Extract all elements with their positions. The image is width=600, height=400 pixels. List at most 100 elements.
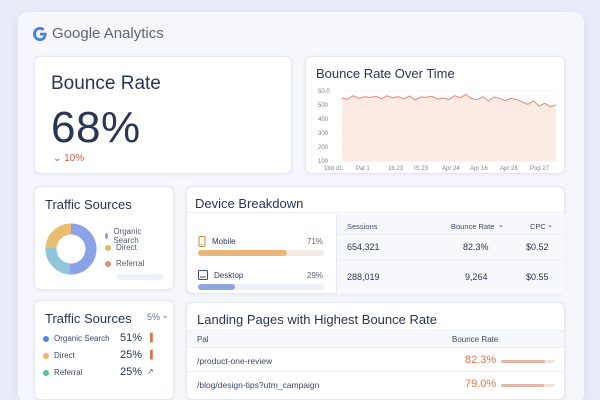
landing-pages-card[interactable]: Landing Pages with Highest Bounce Rate bbox=[186, 302, 565, 400]
col-header-bounce-rate[interactable]: Bounce Rate bbox=[452, 335, 499, 344]
traffic-sources-badge: 5% bbox=[147, 312, 161, 322]
mobile-bar-fill bbox=[198, 250, 288, 256]
x-tick-label: Pal 1 bbox=[356, 166, 370, 172]
y-tick-label: 50.0 bbox=[318, 89, 330, 95]
bar-chart-icon: ▐ bbox=[147, 333, 153, 342]
desktop-icon bbox=[198, 270, 208, 280]
table-cell: 82.3% bbox=[463, 242, 489, 252]
col-header-bounce-rate[interactable]: Bounce Rate bbox=[451, 222, 495, 231]
table-cell: $0.52 bbox=[526, 242, 549, 252]
y-tick-label: 200 bbox=[318, 145, 329, 151]
google-logo-icon bbox=[33, 26, 47, 41]
divider bbox=[337, 234, 564, 235]
x-tick-label: 1b 23 bbox=[388, 166, 404, 172]
traffic-source-row[interactable]: Organic Search bbox=[43, 334, 110, 343]
x-tick-label: Apr 16 bbox=[470, 166, 488, 172]
legend-dot-icon bbox=[43, 335, 49, 342]
bar-chart-icon: ▐ bbox=[147, 350, 153, 359]
landing-page-rate: 79.0% bbox=[465, 378, 497, 390]
legend-dot-icon bbox=[105, 233, 109, 239]
divider bbox=[187, 371, 564, 372]
desktop-bar-fill bbox=[198, 284, 235, 290]
series-area bbox=[342, 94, 556, 161]
legend-dot-icon bbox=[43, 352, 49, 359]
bounce-rate-delta: ⌄ 10% bbox=[53, 153, 84, 164]
bounce-rate-title: Bounce Rate bbox=[51, 73, 161, 94]
landing-page-path[interactable]: /blog/design-tips?utm_campaign bbox=[197, 380, 320, 390]
legend-dot-icon bbox=[105, 260, 111, 267]
traffic-source-value: 51% bbox=[120, 332, 143, 344]
traffic-source-value: 25% bbox=[120, 349, 143, 361]
app-header: Google Analytics bbox=[32, 25, 164, 42]
traffic-source-label: Direct bbox=[54, 351, 75, 360]
landing-rate-bar bbox=[501, 360, 555, 363]
x-tick-label: Apr 24 bbox=[442, 166, 460, 172]
table-cell: 288,019 bbox=[347, 272, 380, 282]
col-header-sessions[interactable]: Sessions bbox=[347, 222, 378, 231]
device-label: Desktop bbox=[214, 270, 244, 280]
traffic-source-label: Referral bbox=[54, 368, 83, 377]
device-row-mobile[interactable]: Mobile bbox=[198, 236, 236, 247]
bounce-rate-card[interactable]: Bounce Rate 68% ⌄ 10% bbox=[34, 56, 292, 174]
chevron-down-icon[interactable]: ⌄ bbox=[498, 222, 504, 229]
device-pct: 29% bbox=[307, 271, 324, 280]
x-tick-label: Pop 27 bbox=[530, 166, 550, 172]
donut-chart bbox=[45, 223, 97, 275]
legend-label: Organic Search bbox=[113, 227, 142, 245]
trend-up-icon: ↗ bbox=[147, 367, 154, 376]
device-metrics-table bbox=[336, 214, 565, 294]
table-cell: 9,264 bbox=[465, 272, 488, 282]
x-tick-label: Apr 28 bbox=[500, 166, 518, 172]
traffic-source-label: Organic Search bbox=[54, 334, 110, 343]
bounce-rate-value: 68% bbox=[51, 103, 141, 152]
traffic-source-row[interactable]: Direct bbox=[43, 351, 75, 360]
device-pct: 71% bbox=[307, 237, 324, 246]
col-header-cpc[interactable]: CPC bbox=[530, 222, 546, 231]
traffic-sources-list-title: Traffic Sources bbox=[45, 311, 132, 326]
bounce-rate-delta-value: 10% bbox=[64, 153, 85, 164]
chevron-down-icon: ⌄ bbox=[53, 153, 62, 164]
donut-slice bbox=[45, 223, 97, 275]
traffic-sources-title: Traffic Sources bbox=[45, 197, 132, 212]
y-tick-label: 500 bbox=[318, 103, 329, 109]
landing-pages-title: Landing Pages with Highest Bounce Rate bbox=[197, 312, 437, 327]
y-tick-label: 100 bbox=[318, 159, 329, 165]
legend-item[interactable]: Direct bbox=[105, 243, 137, 252]
donut-slice bbox=[45, 223, 97, 275]
legend-label: Direct bbox=[116, 243, 137, 252]
traffic-sources-list-card[interactable]: Traffic Sources 5% ⌄ bbox=[34, 300, 174, 400]
series-line bbox=[341, 93, 557, 108]
legend-label: Referral bbox=[116, 259, 145, 268]
chevron-down-icon[interactable]: ⌄ bbox=[547, 222, 553, 229]
chart-title: Bounce Rate Over Time bbox=[316, 66, 455, 81]
traffic-source-row[interactable]: Referral bbox=[43, 368, 82, 377]
desktop-bar-track bbox=[198, 284, 324, 290]
mobile-phone-icon bbox=[198, 236, 206, 247]
device-label: Mobile bbox=[212, 237, 236, 246]
device-row-desktop[interactable]: Desktop bbox=[198, 270, 243, 280]
y-tick-label: 300 bbox=[318, 131, 329, 137]
col-header-page[interactable]: Pal bbox=[197, 335, 209, 344]
landing-page-rate: 82.3% bbox=[465, 354, 497, 366]
legend-dot-icon bbox=[105, 244, 111, 251]
bounce-rate-chart-card[interactable]: Bounce Rate Over Time 50.0 500 400 300 200 10… bbox=[305, 56, 565, 174]
x-tick-label: IS 23 bbox=[414, 166, 429, 172]
y-tick-label: 400 bbox=[318, 117, 329, 123]
divider bbox=[337, 260, 564, 261]
device-breakdown-title: Device Breakdown bbox=[195, 196, 304, 211]
app-brand: Google Analytics bbox=[52, 25, 164, 42]
landing-table-header bbox=[187, 330, 564, 348]
divider bbox=[187, 212, 564, 213]
legend-item[interactable]: Organic Search bbox=[105, 227, 144, 245]
landing-page-path[interactable]: /product-one-review bbox=[197, 356, 273, 366]
legend-dot-icon bbox=[43, 369, 49, 376]
chevron-down-icon[interactable]: ⌄ bbox=[161, 310, 170, 321]
legend-item[interactable]: Referral bbox=[105, 259, 144, 268]
traffic-source-value: 25% bbox=[120, 366, 143, 378]
table-cell: 654,321 bbox=[347, 242, 380, 252]
table-cell: $0.55 bbox=[526, 272, 549, 282]
traffic-sources-card[interactable]: Traffic Sources Organic Search Direct Refe… bbox=[34, 186, 174, 290]
legend-placeholder-bar bbox=[116, 274, 164, 280]
x-tick-label: 1bd d1 bbox=[324, 166, 343, 172]
